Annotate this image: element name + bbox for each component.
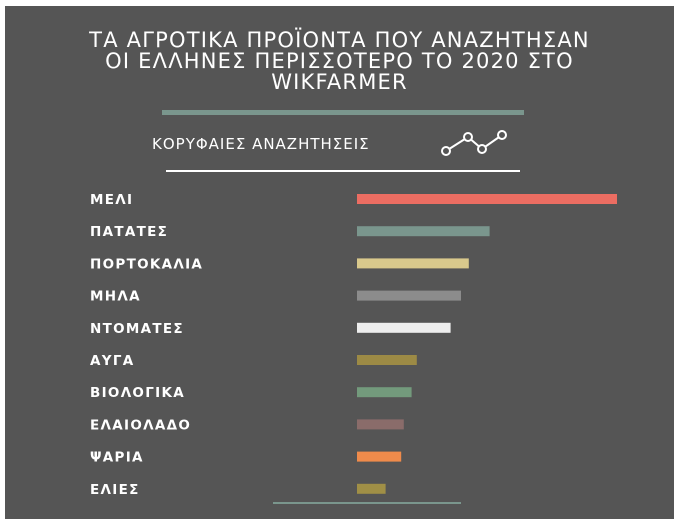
category-label: ΜΕΛΙ [90,192,133,208]
infographic-panel [5,6,674,519]
category-label: ΕΛΑΙΟΛΑΔΟ [90,417,191,433]
category-label: ΜΗΛΑ [90,289,141,305]
bar [357,451,402,462]
bar [357,194,617,204]
title-line-2: ΟΙ ΕΛΛΗΝΕΣ ΠΕΡΙΣΣΟΤΕΡΟ ΤΟ 2020 ΣΤΟ [105,49,574,73]
bar [357,387,412,398]
chart-subtitle: ΚΟΡΥΦΑΙΕΣ ΑΝΑΖΗΤΗΣΕΙΣ [152,135,370,153]
category-label: ΑΥΓΑ [90,353,134,369]
subtitle-row: ΚΟΡΥΦΑΙΕΣ ΑΝΑΖΗΤΗΣΕΙΣ [152,130,532,158]
category-label: ΝΤΟΜΑΤΕΣ [90,321,184,337]
title-divider [162,110,524,115]
bar [357,226,490,237]
bottom-divider [273,502,461,504]
category-label: ΠΟΡΤΟΚΑΛΙΑ [90,256,203,272]
title-line-1: ΤΑ ΑΓΡΟΤΙΚΑ ΠΡΟΪΟΝΤΑ ΠΟΥ ΑΝΑΖΗΤΗΣΑΝ [89,28,590,52]
category-label: ΠΑΤΑΤΕΣ [90,224,168,240]
bar [357,322,451,333]
bar [357,290,461,301]
title-line-3: WIKFARMER [271,70,408,94]
subtitle-divider [166,170,520,172]
chart-title: ΤΑ ΑΓΡΟΤΙΚΑ ΠΡΟΪΟΝΤΑ ΠΟΥ ΑΝΑΖΗΤΗΣΑΝ ΟΙ Ε… [0,30,679,93]
category-label: ΨΑΡΙΑ [90,450,144,466]
bar [357,483,386,494]
trend-line-icon [441,130,507,156]
category-label: ΕΛΙΕΣ [90,482,140,498]
bar [357,419,404,430]
bar [357,355,417,365]
category-label: ΒΙΟΛΟΓΙΚΑ [90,385,185,401]
bar [357,258,469,269]
